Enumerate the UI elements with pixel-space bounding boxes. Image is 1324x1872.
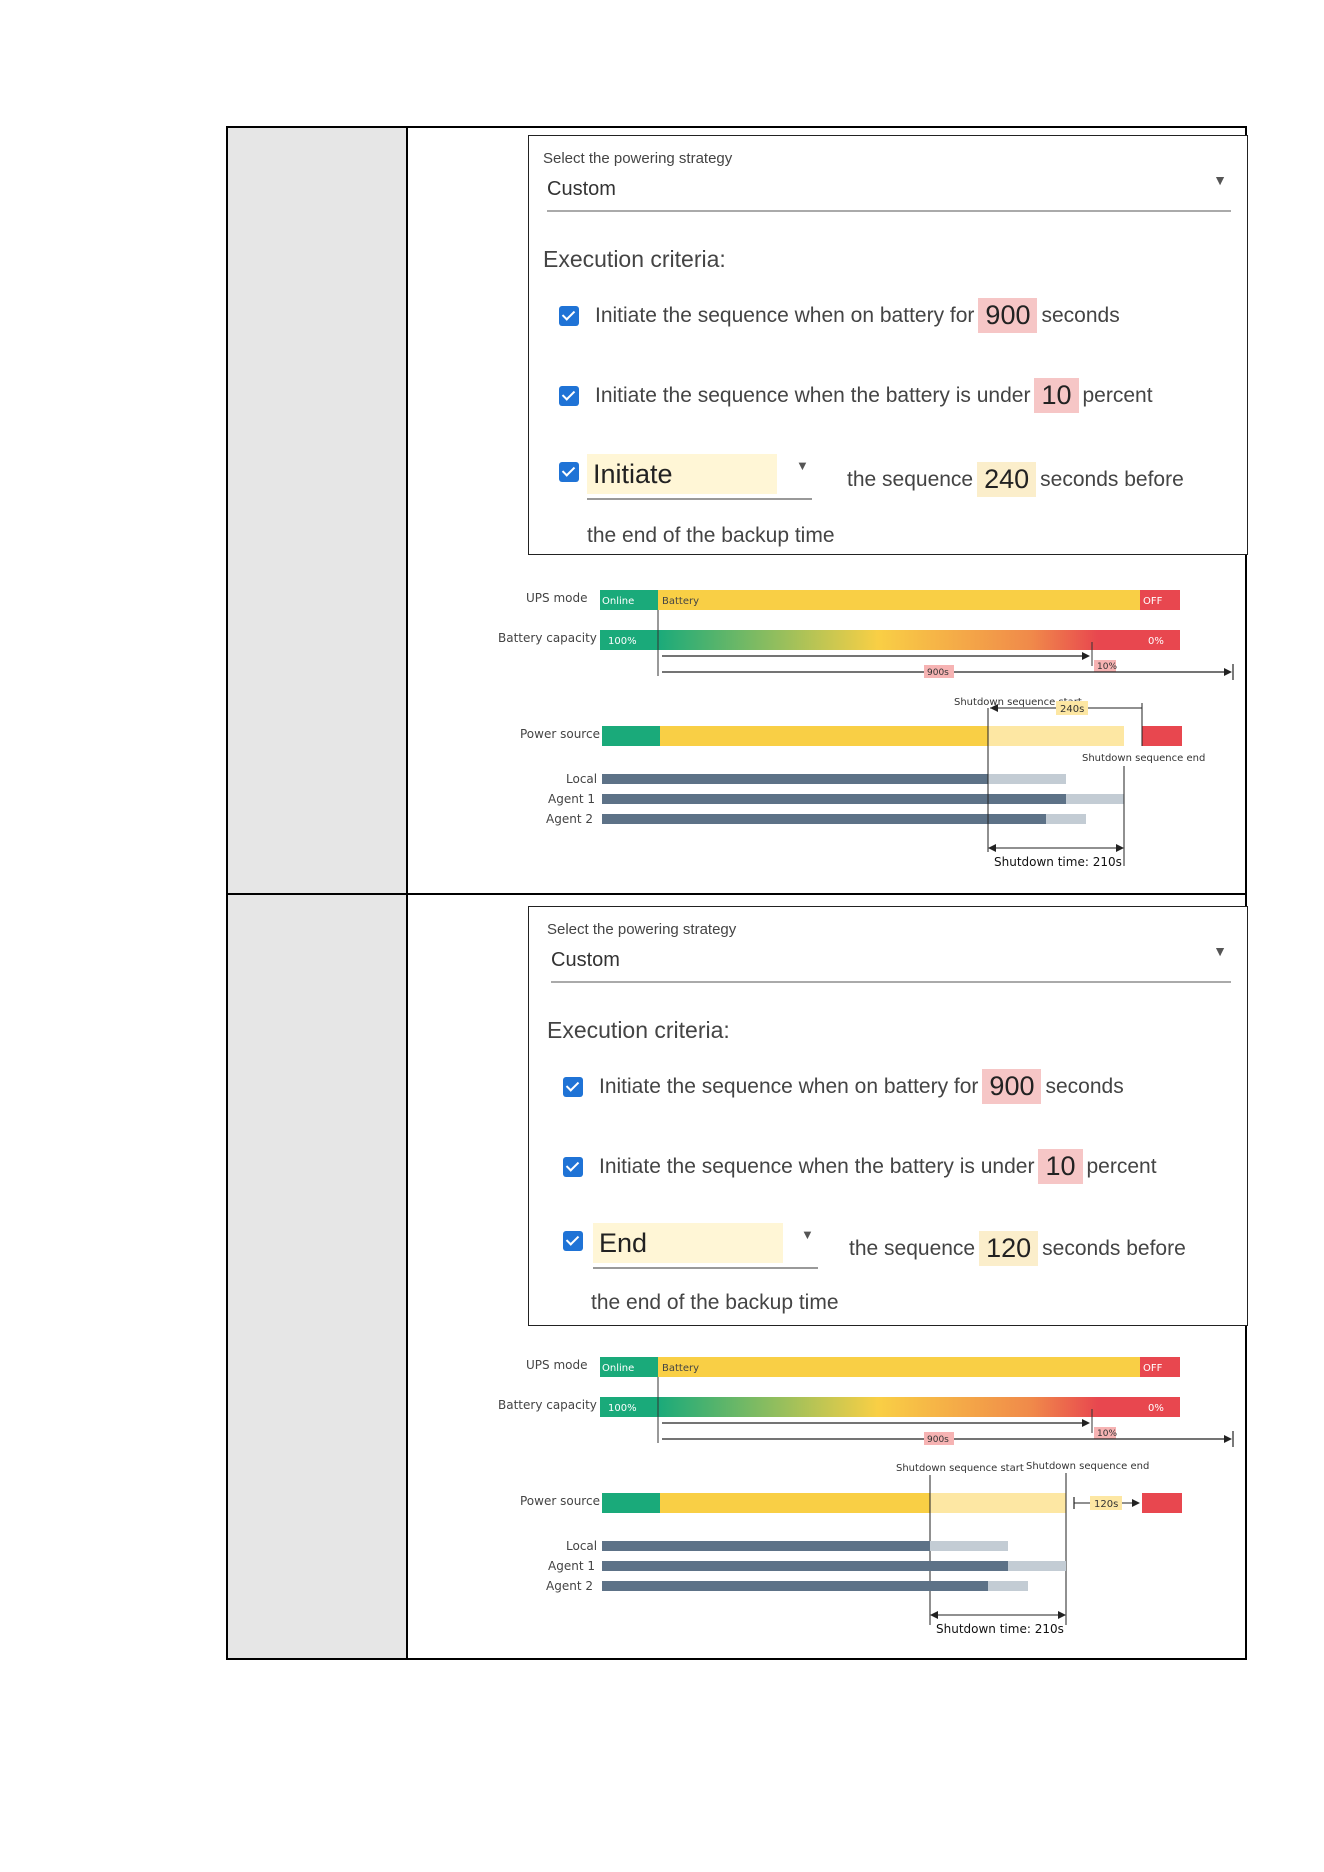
online-text: Online (602, 596, 634, 607)
spec-table: Select the powering strategy Custom ▼ Ex… (226, 126, 1248, 1660)
criterion-text: Initiate the sequence when on battery fo… (599, 1074, 979, 1098)
cap-10-text: 10% (1097, 1429, 1117, 1439)
battery-percent-input[interactable]: 10 (1038, 1149, 1083, 1184)
seq-start-label: Shutdown sequence start (896, 1463, 1024, 1474)
online-segment (600, 590, 658, 610)
criterion-unit: seconds (1045, 1074, 1124, 1098)
battery-text: Battery (662, 596, 699, 607)
criterion-on-battery: Initiate the sequence when on battery fo… (559, 298, 1120, 333)
ups-mode-label: UPS mode (526, 1358, 587, 1372)
checkbox-battery-under[interactable] (559, 385, 579, 406)
agent2-label: Agent 2 (546, 1579, 593, 1593)
span-900-text: 900s (927, 1435, 949, 1445)
span-900-text: 900s (927, 668, 949, 678)
checkbox-backup-time[interactable] (563, 1231, 583, 1251)
off-text: OFF (1143, 1363, 1163, 1374)
criterion-backup-time (563, 1231, 599, 1251)
off-text: OFF (1143, 596, 1163, 607)
criterion-backup-time-text: the sequence 120 seconds before (849, 1231, 1186, 1266)
seq-start-label: Shutdown sequence start (954, 697, 1082, 708)
criterion-tail-text: the end of the backup time (587, 524, 835, 547)
shutdown-time-label: Shutdown time: 210s (994, 855, 1122, 869)
seq-end-label: Shutdown sequence end (1082, 753, 1205, 764)
strategy-label: Select the powering strategy (547, 921, 737, 938)
checkbox-battery-under[interactable] (563, 1156, 583, 1177)
strategy-select[interactable]: Custom (551, 949, 620, 971)
criterion-battery-under: Initiate the sequence when the battery i… (559, 378, 1153, 413)
battery-capacity-label: Battery capacity (498, 631, 597, 645)
dropdown-underline (587, 498, 812, 500)
criterion-text: Initiate the sequence when the battery i… (595, 383, 1031, 407)
cap-100-text: 100% (608, 636, 637, 647)
criterion-unit: seconds before (1042, 1236, 1186, 1260)
checkbox-on-battery[interactable] (563, 1076, 583, 1097)
cap-0-text: 0% (1148, 636, 1164, 647)
battery-segment (658, 590, 1140, 610)
execution-criteria-title: Execution criteria: (547, 1017, 730, 1043)
table-label-cell (228, 128, 408, 893)
checkbox-on-battery[interactable] (559, 305, 579, 326)
cap-100-text: 100% (608, 1403, 637, 1414)
criterion-battery-under: Initiate the sequence when the battery i… (563, 1149, 1157, 1184)
chevron-down-icon[interactable]: ▼ (796, 458, 809, 473)
criterion-unit: seconds (1041, 303, 1120, 327)
agent2-label: Agent 2 (546, 812, 593, 826)
table-label-cell (228, 895, 408, 1658)
off-segment (1140, 590, 1180, 610)
divider (551, 981, 1231, 983)
criterion-text: Initiate the sequence when on battery fo… (595, 303, 975, 327)
power-source-label: Power source (520, 727, 600, 741)
powering-strategy-panel: Select the powering strategy Custom ▼ Ex… (528, 135, 1248, 555)
battery-capacity-label: Battery capacity (498, 1398, 597, 1412)
chevron-down-icon[interactable]: ▼ (1213, 943, 1227, 959)
power-source-label: Power source (520, 1494, 600, 1508)
on-battery-seconds-input[interactable]: 900 (978, 298, 1038, 333)
criterion-unit: percent (1082, 383, 1153, 407)
cap-0-text: 0% (1148, 1403, 1164, 1414)
battery-percent-input[interactable]: 10 (1034, 378, 1079, 413)
criterion-tail-text: the end of the backup time (591, 1291, 839, 1314)
agent1-label: Agent 1 (548, 1559, 595, 1573)
criterion-text: the sequence (847, 467, 974, 491)
strategy-label: Select the powering strategy (543, 150, 733, 167)
ups-mode-label: UPS mode (526, 591, 587, 605)
sequence-mode-select[interactable]: Initiate (587, 454, 777, 494)
strategy-select[interactable]: Custom (547, 178, 616, 200)
battery-text: Battery (662, 1363, 699, 1374)
criterion-backup-time-text: the sequence 240 seconds before (847, 462, 1184, 497)
shutdown-time-label: Shutdown time: 210s (936, 1622, 1064, 1636)
criterion-unit: seconds before (1040, 467, 1184, 491)
table-row: Select the powering strategy Custom ▼ Ex… (228, 895, 1248, 1658)
capacity-gradient (658, 630, 1098, 650)
chevron-down-icon[interactable]: ▼ (1213, 172, 1227, 188)
timeline-diagram: UPS mode Online Battery OFF Battery capa… (498, 590, 1234, 869)
criterion-text: Initiate the sequence when the battery i… (599, 1154, 1035, 1178)
backup-seconds-input[interactable]: 120 (979, 1231, 1039, 1266)
capacity-start (600, 630, 658, 650)
checkbox-backup-time[interactable] (559, 462, 579, 482)
backup-seconds-input[interactable]: 240 (977, 462, 1037, 497)
seq-offset-text: 120s (1094, 1499, 1118, 1510)
timeline-diagram: UPS mode Online Battery OFF Battery capa… (498, 1357, 1234, 1636)
criterion-backup-time (559, 462, 595, 482)
divider (547, 210, 1231, 212)
capacity-end (1098, 630, 1180, 650)
on-battery-seconds-input[interactable]: 900 (982, 1069, 1042, 1104)
execution-criteria-title: Execution criteria: (543, 246, 726, 272)
agent1-label: Agent 1 (548, 792, 595, 806)
criterion-unit: percent (1086, 1154, 1157, 1178)
criterion-text: the sequence (849, 1236, 976, 1260)
criterion-on-battery: Initiate the sequence when on battery fo… (563, 1069, 1124, 1104)
dropdown-underline (593, 1267, 818, 1269)
online-text: Online (602, 1363, 634, 1374)
seq-end-label: Shutdown sequence end (1026, 1461, 1149, 1472)
cap-10-text: 10% (1097, 662, 1117, 672)
local-label: Local (566, 772, 597, 786)
chevron-down-icon[interactable]: ▼ (801, 1227, 814, 1242)
local-label: Local (566, 1539, 597, 1553)
powering-strategy-panel: Select the powering strategy Custom ▼ Ex… (528, 906, 1248, 1326)
seq-offset-text: 240s (1060, 704, 1084, 715)
sequence-mode-select[interactable]: End (593, 1223, 783, 1263)
table-row: Select the powering strategy Custom ▼ Ex… (228, 128, 1248, 895)
